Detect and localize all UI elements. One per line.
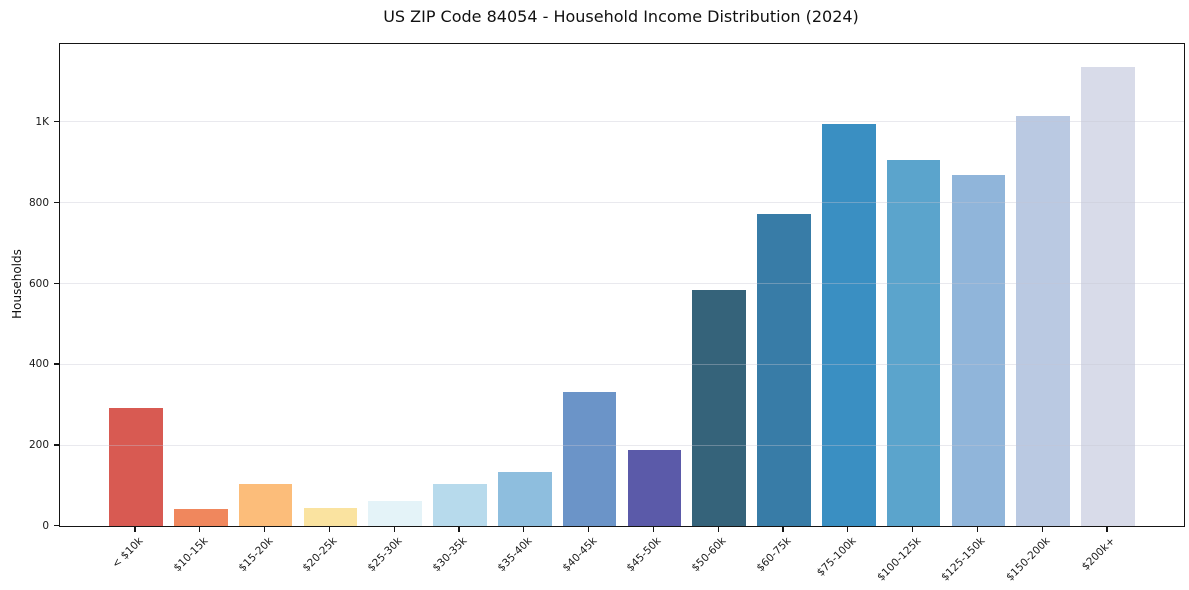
y-tick-label: 200 [28, 439, 49, 452]
bar-15-20k [238, 483, 293, 526]
bar-30-35k [433, 483, 487, 526]
bar-45-50k [627, 449, 682, 526]
bar-10k [109, 408, 163, 526]
bar-75-100k [821, 124, 876, 526]
bar-40-45k [562, 391, 617, 526]
bar-150-200k [1016, 116, 1071, 526]
y-tick-label: 400 [28, 358, 49, 371]
x-tick-mark [652, 526, 655, 532]
y-tick-mark [54, 363, 59, 365]
bar-10-15k [173, 509, 228, 526]
x-tick-mark [199, 526, 201, 532]
x-tick-mark [263, 526, 266, 532]
plot-area [59, 43, 1185, 527]
x-tick-mark [587, 526, 590, 532]
bar-125-150k [951, 174, 1006, 526]
gridline [60, 283, 1184, 285]
y-tick-mark [54, 282, 59, 284]
y-tick-label: 0 [42, 520, 49, 532]
y-tick-label: 600 [28, 277, 49, 290]
x-tick-mark [458, 526, 460, 532]
bar-50-60k [692, 290, 747, 526]
x-tick-mark [393, 526, 395, 532]
x-tick-mark [717, 526, 719, 532]
gridline [60, 363, 1184, 365]
x-tick-mark [134, 526, 136, 532]
y-tick-label: 800 [28, 196, 49, 209]
bar-35-40k [497, 471, 552, 526]
bar-60-75k [757, 213, 811, 526]
chart-title: US ZIP Code 84054 - Household Income Dis… [383, 7, 859, 26]
bar-25-30k [368, 500, 423, 526]
y-tick-mark [54, 120, 59, 123]
x-tick-mark [782, 526, 784, 532]
y-tick-label: 1K [35, 115, 49, 128]
x-tick-mark [847, 526, 849, 532]
x-tick-mark [911, 526, 914, 532]
x-tick-mark [523, 526, 525, 532]
gridline [60, 444, 1184, 446]
x-tick-mark [328, 526, 331, 532]
gridline [60, 202, 1184, 204]
bar-20-25k [303, 507, 358, 526]
y-tick-mark [54, 525, 59, 527]
x-tick-mark [1041, 526, 1043, 532]
bar-100-125k [886, 160, 941, 526]
bar-200k [1081, 67, 1135, 526]
gridline [60, 121, 1184, 123]
y-tick-mark [54, 201, 59, 204]
x-tick-mark [1106, 526, 1108, 532]
y-tick-mark [54, 444, 59, 446]
x-tick-label: < $10k [109, 535, 146, 571]
x-tick-mark [976, 526, 979, 532]
